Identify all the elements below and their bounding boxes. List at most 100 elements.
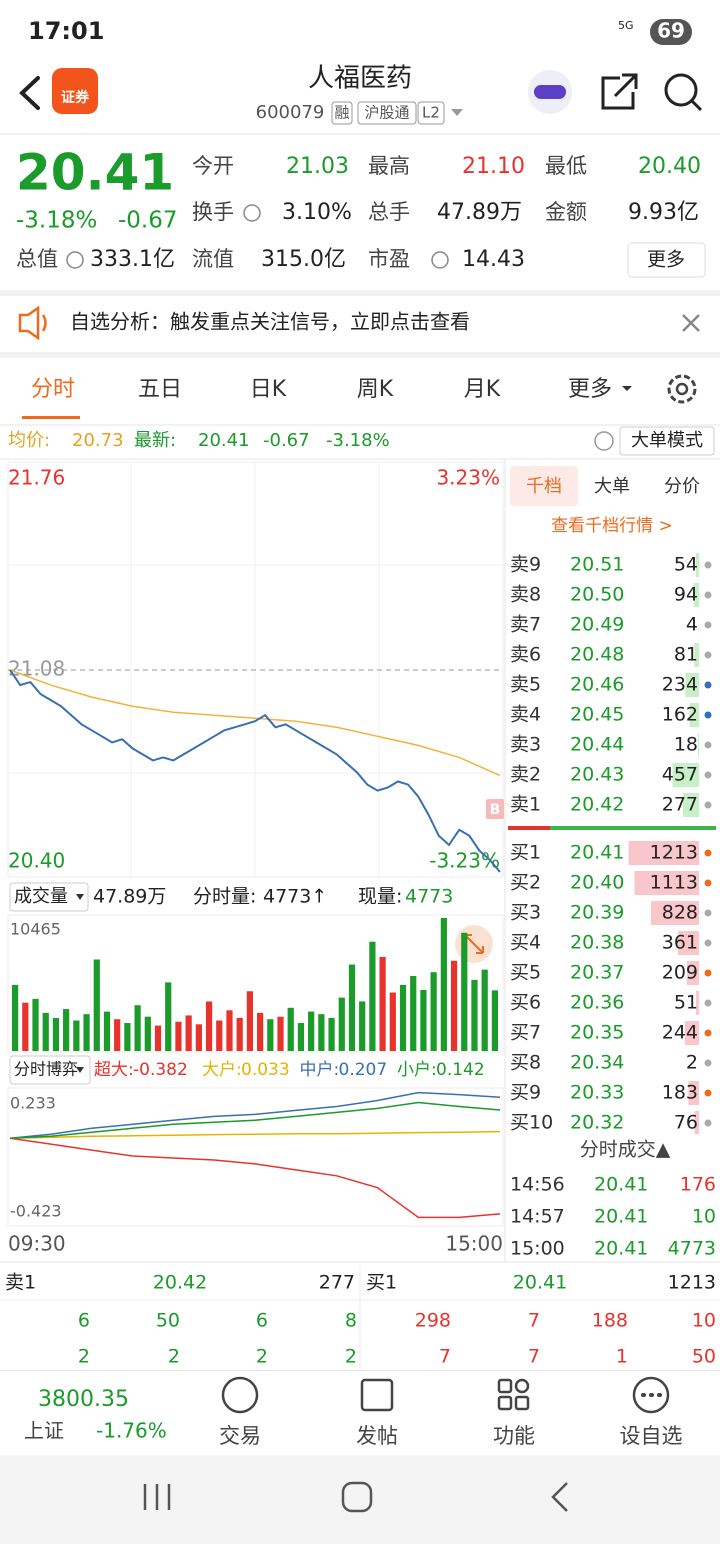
help-icon[interactable] (594, 431, 614, 451)
more-button[interactable]: 更多 (647, 249, 685, 271)
stock-tag: 融 (334, 104, 349, 122)
volume-bar (399, 984, 407, 1051)
book-dot (704, 1029, 712, 1037)
volume-bar (63, 1009, 70, 1051)
book-dot (704, 741, 712, 749)
volume-bar (236, 1017, 243, 1051)
chart-tab[interactable]: 周K (357, 377, 394, 402)
book-volume: 2 (686, 1052, 698, 1074)
chart-frame (7, 1087, 504, 1227)
field-label: 市盈 (368, 247, 410, 271)
index-value[interactable]: 3800.35 (38, 1387, 129, 1412)
volume-bar (22, 1002, 29, 1051)
selector[interactable]: 分时博弈 (14, 1060, 78, 1079)
axis-label: 3.23% (436, 466, 500, 490)
book-price: 20.41 (570, 842, 624, 864)
volume-bar (430, 972, 437, 1051)
more-button[interactable] (627, 242, 706, 278)
book-volume: 18 (674, 734, 698, 756)
book-link[interactable]: 查看千档行情 > (551, 516, 673, 536)
info-icon[interactable] (243, 204, 261, 222)
book-volume: 457 (662, 764, 698, 786)
app-logo-text: 证券 (61, 89, 90, 106)
home-button[interactable] (341, 1481, 373, 1513)
legend-value: 0.142 (436, 1060, 485, 1080)
volume-bar (154, 1025, 162, 1051)
depth-cell: 7 (528, 1346, 540, 1368)
volume-bar (195, 1024, 202, 1051)
mask (506, 1134, 720, 1144)
dropdown-arrow (622, 386, 632, 391)
nav-icon[interactable] (632, 1376, 670, 1414)
selector[interactable]: 成交量 (14, 886, 68, 907)
book-tab[interactable]: 大单 (594, 476, 630, 497)
chart-tab[interactable]: 五日 (138, 377, 182, 402)
chart-tab[interactable]: 分时 (31, 377, 75, 402)
book-price: 20.51 (570, 554, 624, 576)
network: 5G (618, 19, 634, 32)
book-divider (550, 826, 716, 830)
flow-line (9, 1091, 501, 1139)
chart-tab[interactable]: 更多 (568, 377, 612, 402)
book-dot (704, 651, 712, 659)
chart-tab[interactable]: 月K (464, 377, 501, 402)
nav-icon[interactable] (497, 1378, 513, 1394)
system-nav (0, 1455, 720, 1544)
book-price: 20.39 (570, 902, 624, 924)
nav-item[interactable]: 发帖 (356, 1424, 398, 1448)
volume-bar (348, 964, 356, 1051)
volume-bar (114, 1019, 121, 1051)
nav-icon[interactable] (360, 1378, 394, 1412)
book-price: 20.45 (570, 704, 624, 726)
recent-apps[interactable] (143, 1484, 171, 1510)
mode-button[interactable] (619, 426, 715, 456)
depth-cell: 7 (528, 1310, 540, 1332)
book-tab[interactable]: 千档 (526, 476, 562, 497)
mode-button[interactable]: 大单模式 (631, 430, 703, 451)
book-dot (704, 591, 712, 599)
field-label: 最低 (545, 154, 587, 178)
depth-price: 20.42 (153, 1272, 207, 1294)
nav-item[interactable]: 设自选 (620, 1424, 683, 1448)
axis-label: 10465 (10, 920, 61, 939)
app-logo[interactable] (52, 68, 98, 114)
back-button[interactable] (19, 76, 40, 110)
field-value: 3.10% (282, 200, 352, 225)
selector-box[interactable] (9, 882, 89, 912)
book-level: 买9 (510, 1082, 541, 1104)
book-price: 20.36 (570, 992, 624, 1014)
book-dot (704, 681, 712, 689)
chart-tab[interactable]: 日K (250, 377, 287, 402)
info-icon[interactable] (66, 251, 84, 269)
banner-text[interactable]: 自选分析：触发重点关注信号，立即点击查看 (70, 310, 470, 334)
close-button[interactable] (682, 314, 700, 332)
volume-bar (165, 982, 172, 1051)
volume-bar (481, 969, 488, 1051)
nav-item[interactable]: 功能 (493, 1424, 535, 1448)
settings-button[interactable] (667, 374, 697, 404)
book-price: 20.42 (570, 794, 624, 816)
book-level: 卖6 (510, 644, 541, 666)
nav-item[interactable]: 交易 (219, 1424, 261, 1448)
book-dot (704, 999, 712, 1007)
info-icon[interactable] (431, 251, 449, 269)
book-price: 20.50 (570, 584, 624, 606)
search-button[interactable] (664, 73, 698, 107)
book-tab[interactable]: 分价 (664, 476, 700, 497)
selector-box[interactable] (9, 1055, 91, 1085)
depth-label: 卖1 (5, 1272, 36, 1294)
volume-bar (12, 984, 19, 1051)
tab-active-bg (510, 466, 578, 506)
book-price: 20.43 (570, 764, 624, 786)
field-label: 换手 (192, 200, 234, 224)
share-button[interactable] (601, 73, 638, 110)
depth-bar (684, 1021, 699, 1045)
nav-icon[interactable] (221, 1376, 259, 1414)
book-volume: 361 (662, 932, 698, 954)
book-volume: 1213 (650, 842, 698, 864)
depth-bar (634, 871, 699, 895)
depth-bar (696, 991, 699, 1015)
system-back[interactable] (551, 1482, 568, 1512)
